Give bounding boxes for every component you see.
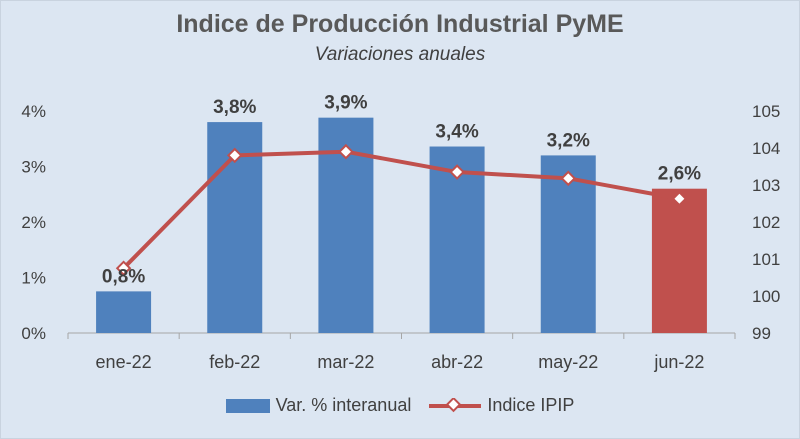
- y-right-tick-label: 100: [752, 287, 780, 306]
- x-tick-label: mar-22: [317, 352, 374, 372]
- x-tick-label: jun-22: [653, 352, 704, 372]
- bar-data-label: 3,4%: [435, 122, 478, 143]
- y-right-tick-label: 105: [752, 102, 780, 121]
- y-right-tick-label: 101: [752, 250, 780, 269]
- x-tick-label: ene-22: [96, 352, 152, 372]
- y-left-tick-label: 4%: [21, 102, 46, 121]
- y-left-tick-label: 0%: [21, 324, 46, 343]
- y-left-tick-label: 3%: [21, 158, 46, 177]
- line-point-jun-22: [671, 190, 688, 207]
- bar-data-label: 0,8%: [102, 266, 145, 287]
- legend-item-line: Indice IPIP: [429, 395, 574, 416]
- chart-legend: Var. % interanual Indice IPIP: [0, 395, 800, 416]
- x-tick-label: feb-22: [209, 352, 260, 372]
- bar-data-label: 3,2%: [547, 130, 590, 151]
- legend-swatch-bars: [225, 398, 270, 413]
- y-left-tick-label: 1%: [21, 269, 46, 288]
- y-right-tick-label: 102: [752, 213, 780, 232]
- y-right-tick-label: 104: [752, 139, 780, 158]
- x-tick-label: may-22: [538, 352, 598, 372]
- legend-item-bars: Var. % interanual: [225, 395, 412, 416]
- chart-title: Indice de Producción Industrial PyME: [176, 10, 624, 38]
- bar-data-label: 3,8%: [213, 97, 256, 118]
- y-right-tick-label: 99: [752, 324, 771, 343]
- bar-data-label: 2,6%: [658, 164, 701, 185]
- legend-label-bars: Var. % interanual: [275, 395, 412, 415]
- x-tick-label: abr-22: [431, 352, 483, 372]
- y-right-tick-label: 103: [752, 176, 780, 195]
- bar-data-label: 3,9%: [324, 93, 367, 114]
- line-point-may-22: [560, 170, 577, 187]
- bar-jun-22: [651, 188, 707, 333]
- line-point-abr-22: [449, 164, 465, 180]
- chart-subtitle: Variaciones anuales: [314, 44, 486, 65]
- bar-ene-22: [96, 291, 152, 333]
- legend-swatch-line: [429, 397, 482, 412]
- line-indice-ipip: [122, 149, 680, 270]
- y-left-tick-label: 2%: [21, 213, 46, 232]
- line-point-feb-22: [226, 147, 243, 164]
- line-point-ene-22: [115, 260, 132, 277]
- line-point-mar-22: [338, 143, 354, 160]
- legend-label-line: Indice IPIP: [487, 395, 575, 415]
